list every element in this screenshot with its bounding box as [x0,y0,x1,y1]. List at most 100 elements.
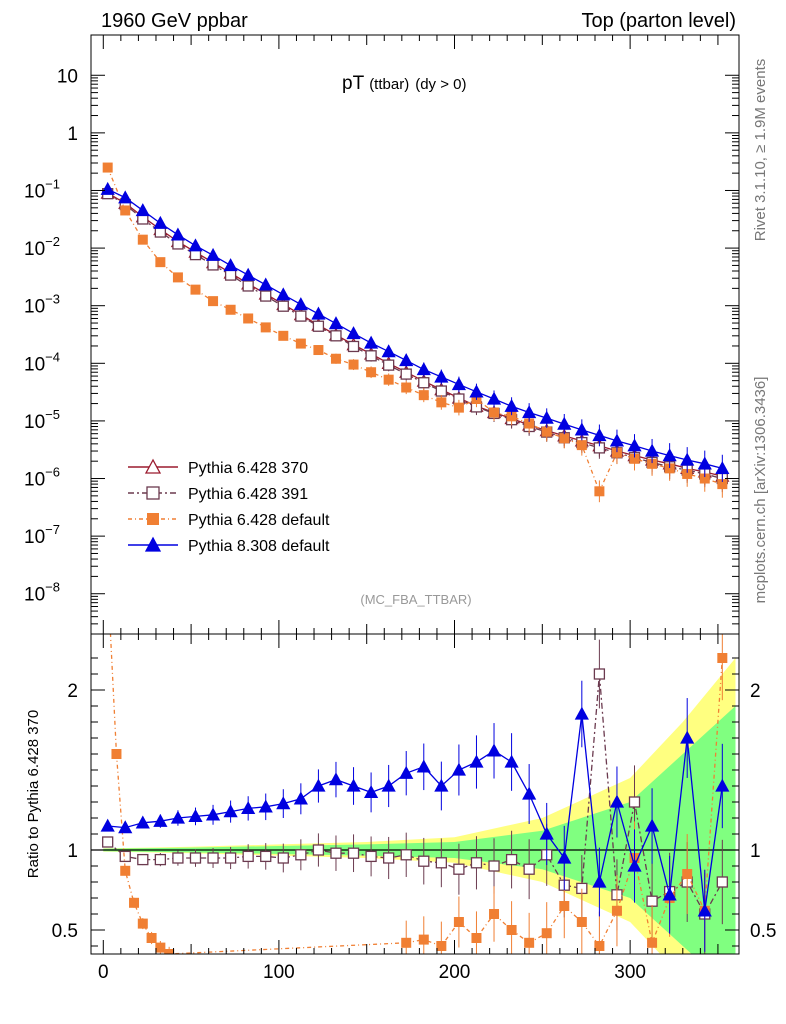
ratio-point [170,810,186,824]
data-point [522,405,537,419]
data-point [611,447,622,458]
data-point [504,398,519,412]
ratio-point [276,796,291,810]
data-point [418,390,429,401]
data-point [489,407,500,418]
data-point [170,227,186,241]
ratio-point [207,852,219,864]
data-point [276,287,291,301]
data-point [469,384,484,398]
data-point [278,330,289,341]
ratio-y-tick-label-left: 2 [67,681,78,702]
ratio-point [135,815,150,829]
legend-marker [144,458,162,474]
y-tick-base: 10 [24,239,45,260]
ratio-point [574,706,589,720]
ratio-point [609,794,625,808]
data-point [366,367,377,378]
ratio-point [627,858,642,872]
ratio-point [241,801,256,815]
ratio-point [453,917,464,927]
ratio-point [647,937,658,948]
data-point [153,215,168,229]
uncertainty-band-green [103,706,736,954]
ratio-point [593,668,606,680]
header-right: Top (parton level) [581,10,736,32]
data-point [539,410,554,424]
ratio-point [646,895,658,907]
ratio-point [471,933,482,943]
data-point [330,330,342,342]
data-point [559,433,570,444]
y-tick-label: 10−8 [24,580,60,606]
data-point [205,247,221,261]
plot-title-sub: (ttbar) [369,76,409,93]
ratio-point [697,903,712,917]
ratio-point [172,852,184,864]
data-point [644,443,660,457]
data-point [100,181,115,195]
ratio-y-tick-label-right: 2 [750,681,761,702]
ratio-point [164,949,175,954]
ratio-point [436,941,447,951]
y-tick-exp: −8 [45,580,60,595]
ratio-point [365,850,377,863]
data-point [453,402,464,413]
ratio-y-tick-label-left: 1 [67,841,78,862]
y-tick-base: 10 [24,470,45,491]
data-point [120,205,131,216]
y-tick-exp: −3 [45,292,60,307]
ratio-point [120,865,131,876]
ratio-point [383,852,395,864]
ratio-point [680,730,695,744]
data-point [188,238,203,252]
ratio-point [346,778,361,792]
plot-title-cond: (dy > 0) [415,76,466,93]
ratio-panel: 0.5 0.5 1 1 2 2 0 100 200 300 Ratio to Pythia 6.4… [25,633,776,983]
ratio-point [293,791,308,805]
ratio-point [434,778,449,792]
ratio-series-group [91,634,739,954]
data-point [486,391,502,405]
ratio-point [188,809,203,823]
ratio-point [223,804,238,818]
ratio-point [453,863,465,875]
data-point [682,468,693,479]
data-point [699,473,710,484]
ratio-point [146,933,157,943]
data-point [190,284,201,295]
y-tick-exp: −2 [45,234,60,249]
data-point [381,344,396,358]
data-point [313,345,324,356]
ratio-point [594,941,605,951]
ratio-point [662,887,677,901]
ratio-point [311,778,326,792]
ratio-point [328,772,344,786]
series-line [107,167,723,493]
ratio-point [137,918,148,929]
data-point [680,452,695,466]
data-point [223,258,238,272]
ratio-point [330,847,342,859]
ratio-point [628,796,641,808]
ratio-point [559,901,570,911]
data-point [383,374,394,385]
y-tick-base: 10 [24,181,45,202]
data-point [434,369,449,383]
ratio-point [416,759,431,773]
ratio-point [489,909,500,919]
data-point [383,359,395,371]
data-point [574,422,589,436]
ratio-point [486,743,502,757]
ratio-point [381,778,396,792]
ratio-point [312,844,325,856]
main-series-group [100,162,730,503]
data-point [330,353,341,364]
x-tick-label: 0 [98,962,109,983]
data-point [435,385,447,397]
y-tick-exp: −6 [45,465,60,480]
data-point [418,377,430,389]
series-line [107,193,723,480]
data-point [312,320,325,332]
